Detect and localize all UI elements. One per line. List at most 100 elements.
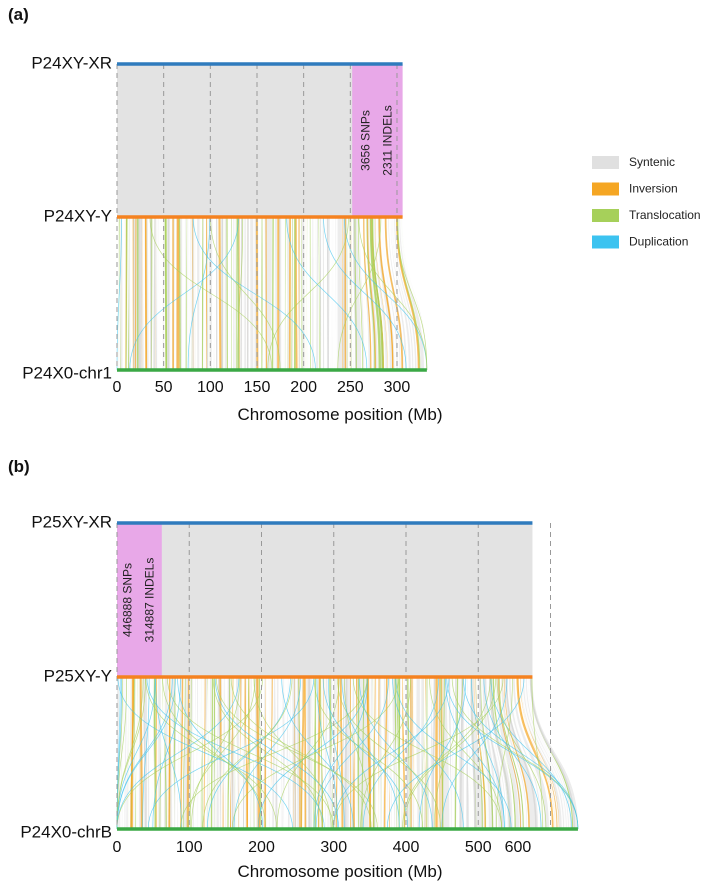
syntenic-link: [253, 676, 257, 830]
syntenic-link: [122, 216, 125, 371]
divergent-region: [352, 64, 403, 217]
translocation-link: [191, 676, 241, 830]
syntenic-link: [370, 676, 375, 830]
translocation-link: [344, 676, 372, 830]
translocation-link: [531, 676, 543, 830]
syntenic-link: [389, 216, 409, 371]
syntenic-link: [207, 216, 210, 371]
tick-label: 100: [197, 379, 224, 396]
syntenic-link: [273, 676, 278, 830]
duplication-link: [147, 676, 315, 830]
duplication-link: [358, 676, 433, 830]
syntenic-link: [274, 216, 276, 371]
translocation-link: [276, 676, 340, 830]
syntenic-link: [327, 676, 330, 830]
syntenic-link: [127, 676, 131, 830]
translocation-link: [212, 676, 323, 830]
translocation-link: [116, 676, 144, 830]
syntenic-link: [199, 676, 202, 830]
translocation-link: [261, 216, 263, 371]
syntenic-link: [321, 676, 325, 830]
variant-count-snps: 3656 SNPs: [359, 110, 373, 171]
x-axis-label: Chromosome position (Mb): [237, 862, 442, 881]
translocation-link: [396, 216, 428, 371]
translocation-link: [396, 676, 401, 830]
translocation-link: [498, 676, 524, 830]
translocation-link: [403, 676, 497, 830]
inversion-link: [498, 676, 522, 830]
translocation-link: [202, 676, 293, 830]
duplication-link: [192, 216, 316, 371]
duplication-link: [344, 216, 428, 371]
duplication-link: [471, 676, 505, 830]
inversion-link: [180, 676, 184, 830]
translocation-link: [337, 676, 441, 830]
translocation-link: [231, 676, 400, 830]
translocation-link: [496, 676, 513, 830]
syntenic-link: [318, 216, 320, 371]
syntenic-link: [162, 676, 166, 830]
syntenic-link: [456, 676, 460, 830]
syntenic-link: [348, 216, 351, 371]
panel-label: (a): [8, 5, 29, 24]
syntenic-link: [221, 216, 224, 371]
x-axis-label: Chromosome position (Mb): [237, 405, 442, 424]
legend-swatch: [592, 209, 619, 222]
legend-label: Inversion: [629, 182, 678, 196]
syntenic-link: [267, 676, 272, 830]
translocation-link: [210, 676, 214, 830]
syntenic-link: [485, 676, 503, 830]
inversion-link: [218, 216, 222, 371]
syntenic-link: [229, 216, 232, 371]
tick-label: 300: [384, 379, 411, 396]
syntenic-link: [288, 676, 293, 830]
syntenic-link: [526, 676, 569, 830]
track-label: P25XY-XR: [31, 512, 112, 531]
duplication-link: [206, 676, 291, 830]
syntenic-link: [220, 676, 224, 830]
track-label: P24XY-Y: [44, 206, 112, 225]
syntenic-link: [387, 216, 406, 371]
syntenic-link: [387, 676, 392, 830]
syntenic-link: [507, 676, 541, 830]
duplication-link: [445, 676, 505, 830]
syntenic-link: [329, 216, 332, 371]
syntenic-link: [287, 676, 291, 830]
inversion-link: [130, 676, 135, 830]
translocation-link: [313, 676, 424, 830]
translocation-link: [164, 216, 167, 371]
duplication-link: [332, 676, 450, 830]
translocation-link: [178, 216, 181, 371]
duplication-link: [483, 676, 542, 830]
syntenic-link: [392, 216, 416, 371]
duplication-link: [362, 676, 440, 830]
translocation-link: [145, 676, 278, 830]
syntenic-link: [125, 676, 128, 830]
syntenic-link: [281, 676, 284, 830]
syntenic-link: [262, 216, 265, 371]
syntenic-link: [447, 676, 452, 830]
translocation-link: [149, 216, 273, 371]
translocation-link: [291, 216, 293, 371]
syntenic-link: [198, 216, 201, 371]
translocation-link: [358, 216, 428, 371]
duplication-link: [341, 676, 400, 830]
syntenic-link: [523, 676, 567, 830]
variant-count-indels: 314887 INDELs: [143, 558, 157, 643]
syntenic-link: [202, 216, 206, 371]
translocation-link: [215, 676, 378, 830]
syntenic-link: [305, 216, 308, 371]
translocation-link: [227, 676, 231, 830]
syntenic-link: [150, 216, 153, 371]
syntenic-link: [240, 216, 243, 371]
syntenic-link: [521, 676, 564, 830]
tick-label: 400: [393, 839, 420, 856]
tick-label: 300: [320, 839, 347, 856]
translocation-link: [360, 676, 411, 830]
duplication-link: [116, 676, 156, 830]
duplication-link: [152, 676, 181, 830]
duplication-link: [214, 676, 340, 830]
translocation-link: [313, 676, 316, 830]
tick-label: 600: [505, 839, 532, 856]
tick-label: 0: [113, 839, 122, 856]
